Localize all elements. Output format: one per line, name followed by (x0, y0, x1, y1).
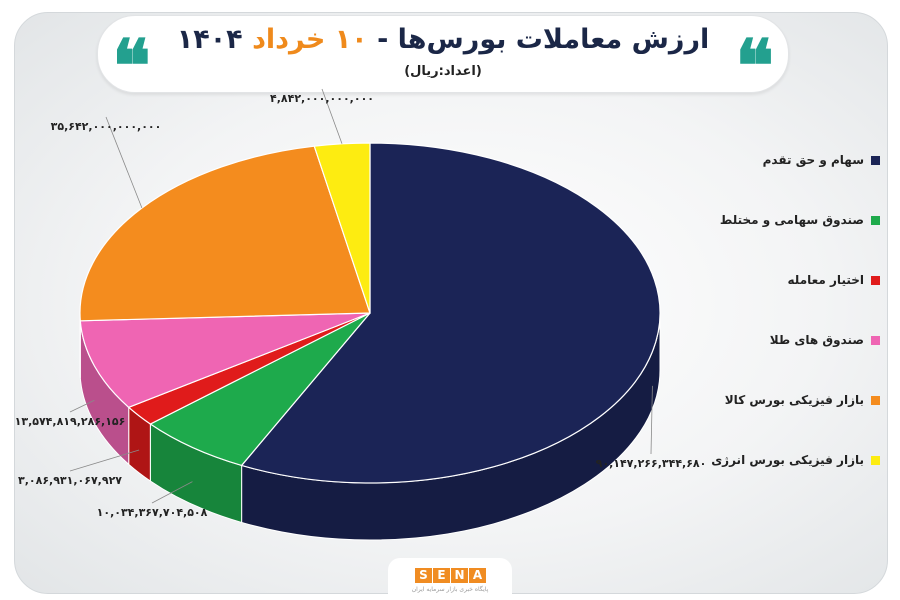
logo-tagline: پایگاه خبری بازار سرمایه ایران (411, 586, 489, 593)
leader-line-3 (69, 399, 95, 413)
title-main: ارزش معاملات بورس‌ها - (377, 24, 710, 55)
legend-label: بازار فیزیکی بورس کالا (724, 393, 864, 407)
legend-swatch (871, 455, 880, 465)
logo-letter-e: E (433, 568, 450, 583)
quote-close-icon: ❝ (735, 23, 774, 108)
legend-swatch (871, 395, 880, 405)
legend-swatch (871, 215, 880, 225)
legend-label: صندوق های طلا (769, 333, 864, 347)
legend-item: سهام و حق تقدم (763, 150, 880, 170)
legend-item: بازار فیزیکی بورس انرژی (711, 450, 880, 470)
data-label-3: ۱۳,۵۷۴,۸۱۹,۲۸۶,۱۵۶ (15, 415, 126, 428)
title-date: ۱۰ خرداد (252, 24, 368, 55)
logo-letter-n: N (451, 568, 468, 583)
title-year: ۱۴۰۴ (176, 24, 243, 55)
leader-line-2 (69, 449, 140, 472)
quote-open-icon: ❝ (112, 23, 151, 108)
legend-item: صندوق سهامی و مختلط (720, 210, 880, 230)
legend-swatch (871, 335, 880, 345)
data-label-2: ۳,۰۸۶,۹۳۱,۰۶۷,۹۲۷ (18, 474, 122, 487)
pie-slice-3 (79, 312, 371, 409)
leader-line-4 (105, 116, 143, 209)
legend-label: بازار فیزیکی بورس انرژی (711, 453, 864, 467)
data-label-0: ۹۰,۱۴۷,۲۶۶,۳۴۴,۶۸۰ (596, 457, 707, 470)
pie-slice-0 (240, 142, 661, 484)
legend-item: اختیار معامله (788, 270, 880, 290)
legend-label: صندوق سهامی و مختلط (719, 213, 864, 227)
legend-label: سهام و حق تقدم (762, 153, 864, 167)
leader-line-0 (650, 385, 653, 455)
legend-swatch (871, 275, 880, 285)
pie-slice-5 (313, 142, 371, 314)
logo-letter-a: A (469, 568, 486, 583)
legend-item: صندوق های طلا (770, 330, 880, 350)
footer-logo: S E N A پایگاه خبری بازار سرمایه ایران (388, 558, 512, 600)
pie-slice-4 (79, 145, 371, 322)
unit-subtitle: (اعداد:ریال) (404, 64, 482, 79)
logo-letter-s: S (415, 568, 432, 583)
legend-label: اختیار معامله (787, 273, 864, 287)
page-title: ارزش معاملات بورس‌ها - ۱۰ خرداد ۱۴۰۴ (98, 24, 788, 55)
sena-logo: S E N A (415, 568, 487, 583)
pie-slice-1 (149, 312, 371, 467)
data-label-4: ۳۵,۶۴۲,۰۰۰,۰۰۰,۰۰۰ (51, 120, 162, 133)
legend-item: بازار فیزیکی بورس کالا (725, 390, 880, 410)
legend-swatch (871, 155, 880, 165)
title-banner: ❝ ❝ ارزش معاملات بورس‌ها - ۱۰ خرداد ۱۴۰۴… (97, 15, 789, 102)
data-label-5: ۴,۸۴۲,۰۰۰,۰۰۰,۰۰۰ (270, 92, 374, 105)
leader-line-1 (151, 481, 193, 504)
leader-line-5 (321, 88, 343, 144)
data-label-1: ۱۰,۰۳۴,۳۶۷,۷۰۴,۵۰۸ (97, 506, 208, 519)
